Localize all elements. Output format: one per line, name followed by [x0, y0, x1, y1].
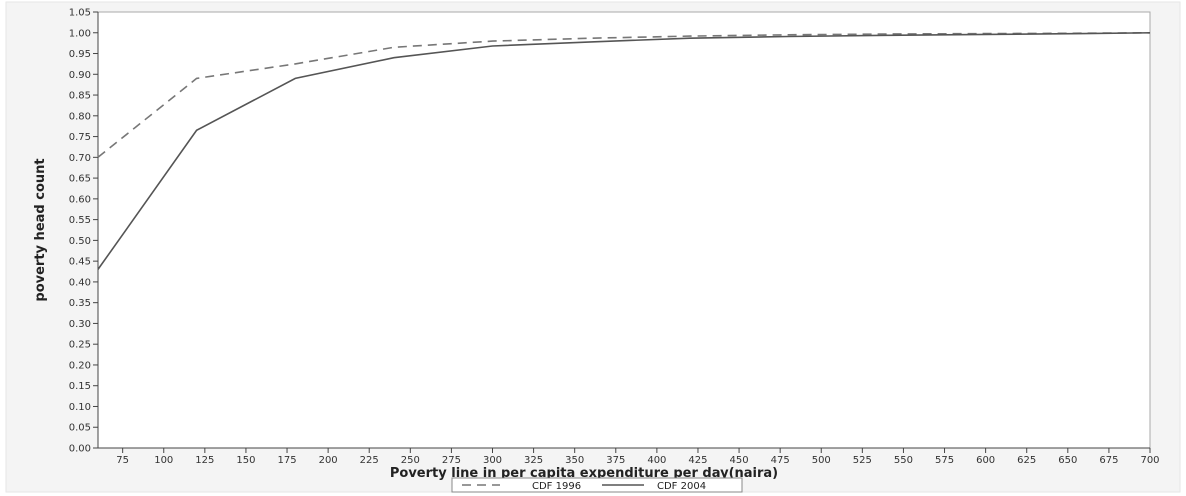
y-tick-label: 0.45	[69, 257, 91, 268]
x-tick-label: 125	[195, 455, 214, 466]
x-tick-label: 325	[524, 455, 543, 466]
y-tick-label: 0.40	[69, 277, 91, 288]
x-tick-label: 475	[771, 455, 790, 466]
y-tick-label: 0.20	[69, 360, 91, 371]
x-tick-label: 375	[606, 455, 625, 466]
x-tick-label: 350	[565, 455, 584, 466]
y-axis-title: poverty head count	[33, 158, 48, 301]
x-tick-label: 200	[319, 455, 338, 466]
x-tick-label: 550	[894, 455, 913, 466]
x-tick-label: 625	[1017, 455, 1036, 466]
series-lines	[97, 32, 1151, 270]
y-tick-label: 0.15	[69, 381, 91, 392]
y-tick-label: 0.90	[69, 70, 91, 81]
y-tick-label: 0.75	[69, 132, 91, 143]
y-tick-label: 0.10	[69, 402, 91, 413]
y-tick-label: 0.35	[69, 298, 91, 309]
y-tick-label: 0.05	[69, 423, 91, 434]
y-tick-label: 1.00	[69, 28, 91, 39]
x-tick-label: 525	[853, 455, 872, 466]
series-line-cdf-2004	[97, 32, 1151, 270]
x-tick-label: 700	[1140, 455, 1159, 466]
x-tick-label: 450	[730, 455, 749, 466]
plot-area	[97, 11, 1151, 449]
legend-label-cdf-2004: CDF 2004	[657, 481, 706, 492]
x-tick-label: 600	[976, 455, 995, 466]
axes: 0.00 0.05 0.10 0.15 0.20 0.25 0.30 0.35 0.40 0.45…	[69, 8, 1160, 467]
x-tick-label: 425	[688, 455, 707, 466]
y-tick-label: 0.80	[69, 111, 91, 122]
legend-label-cdf-1996: CDF 1996	[532, 481, 581, 492]
x-tick-label: 225	[360, 455, 379, 466]
y-tick-label: 1.05	[69, 8, 91, 19]
legend: CDF 1996 CDF 2004	[451, 477, 743, 493]
y-tick-label: 0.50	[69, 236, 91, 247]
legend-box	[451, 477, 743, 493]
y-tick-label: 0.85	[69, 91, 91, 102]
x-tick-label: 300	[483, 455, 502, 466]
y-tick-label: 0.95	[69, 49, 91, 60]
x-tick-label: 675	[1099, 455, 1118, 466]
x-tick-label: 500	[812, 455, 831, 466]
x-axis-title: Poverty line in per capita expenditure p…	[390, 466, 778, 481]
x-tick-label: 175	[277, 455, 296, 466]
x-tick-label: 250	[401, 455, 420, 466]
y-tick-label: 0.55	[69, 215, 91, 226]
x-tick-label: 150	[236, 455, 255, 466]
y-tick-label: 0.65	[69, 174, 91, 185]
y-tick-label: 0.25	[69, 340, 91, 351]
x-tick-label: 575	[935, 455, 954, 466]
x-tick-label: 650	[1058, 455, 1077, 466]
x-tick-label: 400	[647, 455, 666, 466]
x-tick-label: 275	[442, 455, 461, 466]
y-tick-label: 0.60	[69, 194, 91, 205]
x-tick-label: 75	[116, 455, 129, 466]
y-tick-label: 0.30	[69, 319, 91, 330]
y-tick-label: 0.70	[69, 153, 91, 164]
x-tick-label: 100	[154, 455, 173, 466]
y-tick-label: 0.00	[69, 444, 91, 455]
